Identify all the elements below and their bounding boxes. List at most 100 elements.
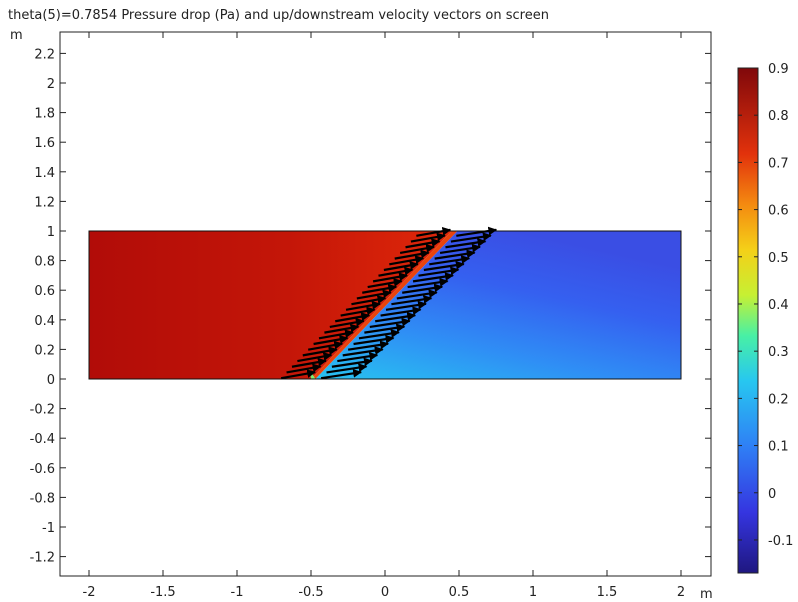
colorbar-tick-label: 0.6 <box>768 204 789 219</box>
x-tick-label: 1 <box>529 585 537 600</box>
chart-title: theta(5)=0.7854 Pressure drop (Pa) and u… <box>8 8 549 23</box>
velocity-arrow <box>450 232 492 243</box>
velocity-arrow <box>380 306 422 317</box>
colorbar <box>737 67 759 574</box>
velocity-arrow <box>378 266 414 277</box>
velocity-arrow <box>331 357 373 368</box>
colorbar-tick-label: 0.7 <box>768 156 789 171</box>
y-tick-label: -0.4 <box>30 432 55 447</box>
velocity-arrow <box>340 306 376 317</box>
velocity-arrow <box>345 300 381 311</box>
velocity-arrow <box>418 266 460 277</box>
y-tick-label: 1.4 <box>34 166 55 181</box>
velocity-arrow <box>383 261 419 272</box>
x-tick-label: -1.5 <box>150 585 175 600</box>
velocity-arrow <box>394 249 430 260</box>
velocity-arrow <box>439 243 481 255</box>
velocity-arrow <box>391 294 433 306</box>
y-tick-label: 0.6 <box>34 284 55 299</box>
velocity-arrow <box>286 363 322 374</box>
velocity-arrow <box>342 346 384 357</box>
colorbar-tick-label: 0 <box>768 487 776 502</box>
y-tick-label: 1.8 <box>34 107 55 122</box>
colorbar-tick-label: 0.5 <box>768 251 789 266</box>
colorbar-tick-label: 0.9 <box>768 62 789 77</box>
colorbar-tick-label: 0.4 <box>768 298 789 313</box>
velocity-arrow <box>369 317 411 329</box>
velocity-arrow <box>356 289 392 300</box>
velocity-arrow <box>375 312 417 323</box>
colorbar-tick-label: 0.8 <box>768 109 789 124</box>
velocity-vector-layer <box>280 226 498 380</box>
x-tick-label: 0.5 <box>449 585 470 600</box>
y-axis-ticks: 2.2 2 1.8 1.6 1.4 1.2 1 0.8 0.6 0.4 0.2 0 -0.2 -0.4 -0… <box>30 47 711 566</box>
colorbar-tick-label: 0.3 <box>768 345 789 360</box>
y-tick-label: -0.8 <box>30 491 55 506</box>
colorbar-ticks: 0.9 0.8 0.7 0.6 0.5 0.4 0.3 0.2 0.1 0 -0.1 <box>738 62 793 549</box>
velocity-arrow <box>372 272 408 283</box>
y-tick-label: 1 <box>47 225 55 240</box>
colorbar-tick-label: 0.1 <box>768 440 789 455</box>
y-axis-unit-label: m <box>10 28 23 43</box>
velocity-arrow <box>412 272 454 283</box>
x-tick-label: -1 <box>231 585 244 600</box>
y-tick-label: 1.6 <box>34 136 55 151</box>
field-layer <box>88 230 682 380</box>
colorbar-tick-label: 0.2 <box>768 392 789 407</box>
velocity-arrow <box>320 368 362 380</box>
velocity-arrow <box>347 340 390 351</box>
velocity-arrow <box>302 346 338 357</box>
colorbar-tick-label: -0.1 <box>768 534 793 549</box>
velocity-arrow <box>329 317 365 329</box>
velocity-arrow <box>362 283 398 294</box>
velocity-arrow <box>326 363 368 374</box>
velocity-arrow <box>416 226 452 237</box>
velocity-arrow <box>307 340 344 351</box>
velocity-arrow <box>313 335 349 346</box>
x-axis-unit-label: m <box>700 587 713 602</box>
velocity-arrow <box>385 300 427 311</box>
velocity-arrow <box>429 255 471 266</box>
y-tick-label: 0.4 <box>34 314 55 329</box>
velocity-arrow <box>351 295 387 306</box>
y-tick-label: -0.6 <box>30 462 55 477</box>
velocity-arrow <box>456 226 498 237</box>
x-tick-label: 0 <box>381 585 389 600</box>
velocity-arrow <box>297 352 333 363</box>
domain-outline <box>88 230 682 380</box>
velocity-arrow <box>423 260 465 272</box>
x-axis-ticks: -2 -1.5 -1 -0.5 0 0.5 1 1.5 2 <box>83 32 685 600</box>
velocity-arrow <box>280 369 317 380</box>
velocity-arrow <box>410 232 446 243</box>
upstream-region <box>89 231 452 379</box>
velocity-arrow <box>367 278 403 289</box>
x-tick-label: -2 <box>83 585 96 600</box>
velocity-arrow <box>291 357 327 368</box>
y-tick-label: 2 <box>47 77 55 92</box>
velocity-arrow <box>353 334 395 346</box>
velocity-arrow <box>337 351 379 363</box>
y-tick-label: -0.2 <box>30 403 55 418</box>
velocity-arrow <box>402 283 444 294</box>
velocity-arrow <box>434 249 476 260</box>
x-tick-label: -0.5 <box>298 585 323 600</box>
velocity-arrow <box>324 323 360 334</box>
y-tick-label: 0.2 <box>34 343 55 358</box>
y-tick-label: 0.8 <box>34 255 55 270</box>
y-tick-label: 1.2 <box>34 195 55 210</box>
velocity-arrow <box>396 289 438 300</box>
velocity-arrow <box>445 238 487 249</box>
velocity-arrow <box>407 277 449 289</box>
velocity-arrow <box>358 329 400 340</box>
velocity-arrow <box>389 255 425 266</box>
y-tick-label: -1 <box>42 521 55 536</box>
downstream-region <box>315 231 681 379</box>
velocity-arrow <box>335 312 371 323</box>
velocity-arrow <box>399 243 435 255</box>
y-tick-label: -1.2 <box>30 551 55 566</box>
velocity-arrow <box>318 329 354 340</box>
y-tick-label: 2.2 <box>34 47 55 62</box>
x-tick-label: 2 <box>677 585 685 600</box>
velocity-arrow <box>405 238 441 249</box>
